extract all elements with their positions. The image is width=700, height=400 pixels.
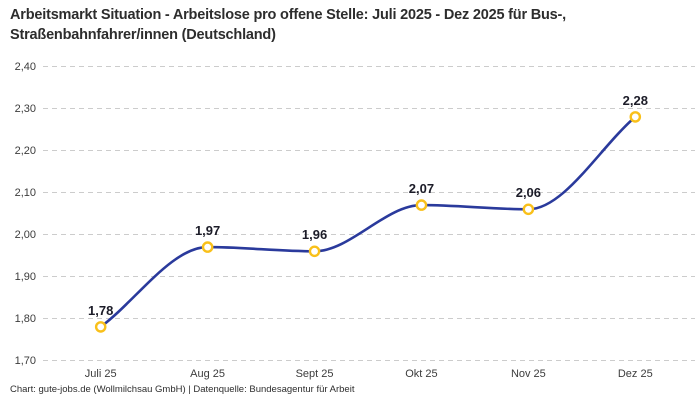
x-axis-tick-label: Okt 25 bbox=[405, 368, 438, 380]
y-axis-tick-label: 2,00 bbox=[14, 228, 36, 241]
trend-line bbox=[99, 115, 637, 329]
data-point-label: 1,96 bbox=[301, 227, 328, 243]
y-axis-tick-label: 2,30 bbox=[14, 102, 36, 115]
chart-credit: Chart: gute-jobs.de (Wollmilchsau GmbH) … bbox=[10, 384, 355, 395]
y-axis-tick-label: 1,70 bbox=[14, 354, 36, 367]
y-axis-tick-label: 2,10 bbox=[14, 186, 36, 199]
x-axis-tick-label: Dez 25 bbox=[617, 368, 653, 380]
data-point-label: 2,06 bbox=[515, 185, 542, 201]
x-axis-tick-label: Sept 25 bbox=[295, 368, 334, 380]
x-axis-tick-label: Nov 25 bbox=[510, 368, 546, 380]
chart-title: Arbeitsmarkt Situation - Arbeitslose pro… bbox=[10, 7, 566, 43]
data-point-marker bbox=[308, 245, 321, 258]
data-point-marker bbox=[629, 111, 642, 123]
y-axis-tick-label: 2,20 bbox=[14, 144, 36, 157]
data-point-label: 2,28 bbox=[622, 92, 648, 108]
y-axis-tick-label: 2,40 bbox=[14, 60, 36, 73]
data-point-label: 1,97 bbox=[194, 223, 221, 239]
data-point-marker bbox=[201, 241, 214, 253]
data-point-label: 1,78 bbox=[88, 302, 114, 318]
y-axis-tick-label: 1,80 bbox=[14, 312, 36, 325]
x-axis-tick-label: Juli 25 bbox=[84, 368, 117, 380]
data-point-marker bbox=[415, 199, 428, 211]
y-axis-tick-label: 1,90 bbox=[14, 270, 36, 283]
data-point-label: 2,07 bbox=[408, 181, 435, 197]
data-point-marker bbox=[522, 203, 535, 216]
x-axis-tick-label: Aug 25 bbox=[190, 368, 226, 380]
data-point-marker bbox=[94, 321, 107, 333]
